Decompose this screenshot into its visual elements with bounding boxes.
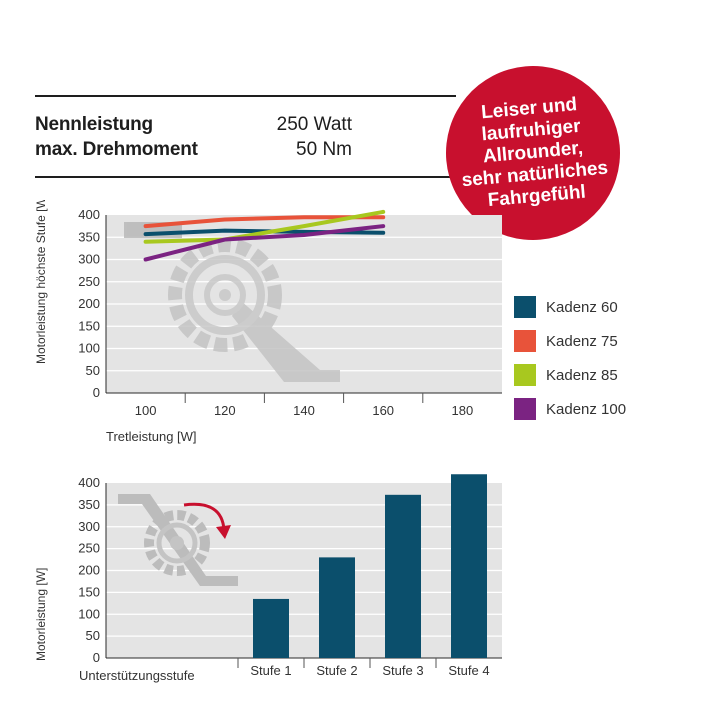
line-chart-y-tick-label: 250 bbox=[78, 274, 100, 289]
bar-chart-y-ticks: 0 50 100 150 200 250 300 350 400 bbox=[78, 475, 100, 665]
line-chart-y-tick-label: 50 bbox=[86, 363, 100, 378]
line-chart-ylabel: Motorleistung höchste Stufe [W] bbox=[34, 200, 48, 364]
line-chart-y-tick-label: 0 bbox=[93, 385, 100, 400]
bar-chart-x-tick-label: Stufe 3 bbox=[382, 663, 423, 678]
spec-value-nennleistung: 250 Watt bbox=[276, 114, 352, 135]
spec-label-nennleistung: Nennleistung bbox=[35, 114, 153, 135]
bar-chart-ylabel: Motorleistung [W] bbox=[34, 568, 48, 661]
legend-swatch bbox=[514, 398, 536, 420]
line-chart-x-tick-label: 180 bbox=[452, 403, 474, 418]
legend-label: Kadenz 75 bbox=[546, 332, 618, 350]
top-rule bbox=[35, 95, 456, 97]
legend-item: Kadenz 60 bbox=[514, 290, 626, 324]
bar-chart-y-tick-label: 0 bbox=[93, 650, 100, 665]
bottom-rule bbox=[35, 176, 456, 178]
bar-chart-x-tick-label: Stufe 2 bbox=[316, 663, 357, 678]
line-chart-series bbox=[143, 209, 386, 262]
bar-chart-y-tick-label: 350 bbox=[78, 497, 100, 512]
bar-chart-x-ticks: Stufe 1 Stufe 2 Stufe 3 Stufe 4 bbox=[237, 658, 490, 678]
bar-stufe-4 bbox=[451, 474, 487, 658]
legend-label: Kadenz 85 bbox=[546, 366, 618, 384]
bar-chart-y-tick-label: 50 bbox=[86, 628, 100, 643]
bar-chart-xlabel: Unterstützungsstufe bbox=[79, 668, 195, 683]
bar-chart-x-tick-label: Stufe 4 bbox=[448, 663, 489, 678]
line-chart-x-tick-label: 120 bbox=[214, 403, 236, 418]
line-series-kadenz-85 bbox=[143, 209, 386, 244]
bar-chart-y-tick-label: 400 bbox=[78, 475, 100, 490]
line-chart-y-tick-label: 100 bbox=[78, 341, 100, 356]
bar-chart-x-tick-label: Stufe 1 bbox=[250, 663, 291, 678]
line-chart-y-tick-label: 300 bbox=[78, 252, 100, 267]
spec-value-drehmoment: 50 Nm bbox=[296, 139, 352, 160]
line-chart-x-tick-label: 160 bbox=[372, 403, 394, 418]
line-chart-y-tick-label: 350 bbox=[78, 229, 100, 244]
line-series-kadenz-100 bbox=[143, 224, 386, 262]
legend-swatch bbox=[514, 296, 536, 318]
bar-chart-y-tick-label: 150 bbox=[78, 584, 100, 599]
bar-chart-bars bbox=[253, 474, 487, 658]
bar-stufe-3 bbox=[385, 494, 421, 658]
line-chart-x-tick-label: 140 bbox=[293, 403, 315, 418]
line-chart-y-ticks: 0 50 100 150 200 250 300 350 400 bbox=[78, 207, 100, 400]
legend-item: Kadenz 100 bbox=[514, 392, 626, 426]
legend-label: Kadenz 100 bbox=[546, 400, 627, 418]
crank-gear-icon bbox=[124, 222, 340, 382]
line-chart-y-tick-label: 200 bbox=[78, 296, 100, 311]
line-chart-legend: Kadenz 60 Kadenz 75 Kadenz 85 Kadenz 100 bbox=[514, 290, 626, 426]
line-chart-x-ticks: 100 120 140 160 180 bbox=[135, 393, 474, 418]
bar-stufe-1 bbox=[253, 598, 289, 658]
line-chart-y-tick-label: 400 bbox=[78, 207, 100, 222]
line-chart-axes bbox=[105, 215, 502, 394]
legend-item: Kadenz 85 bbox=[514, 358, 626, 392]
bar-chart-y-tick-label: 250 bbox=[78, 541, 100, 556]
crank-gear-small-icon bbox=[118, 494, 238, 586]
bar-chart-y-tick-label: 300 bbox=[78, 519, 100, 534]
legend-item: Kadenz 75 bbox=[514, 324, 626, 358]
line-chart-xlabel: Tretleistung [W] bbox=[106, 429, 197, 444]
legend-swatch bbox=[514, 364, 536, 386]
line-chart: 100 120 140 160 180 0 50 100 150 200 250 300 350 400… bbox=[34, 200, 502, 444]
bar-chart-y-tick-label: 100 bbox=[78, 606, 100, 621]
line-chart-x-tick-label: 100 bbox=[135, 403, 157, 418]
legend-swatch bbox=[514, 330, 536, 352]
spec-label-drehmoment: max. Drehmoment bbox=[35, 139, 198, 160]
line-chart-y-tick-label: 150 bbox=[78, 318, 100, 333]
rotation-arrow-icon bbox=[183, 502, 231, 539]
bar-stufe-2 bbox=[319, 557, 355, 658]
bar-chart-y-tick-label: 200 bbox=[78, 563, 100, 578]
legend-label: Kadenz 60 bbox=[546, 298, 618, 316]
